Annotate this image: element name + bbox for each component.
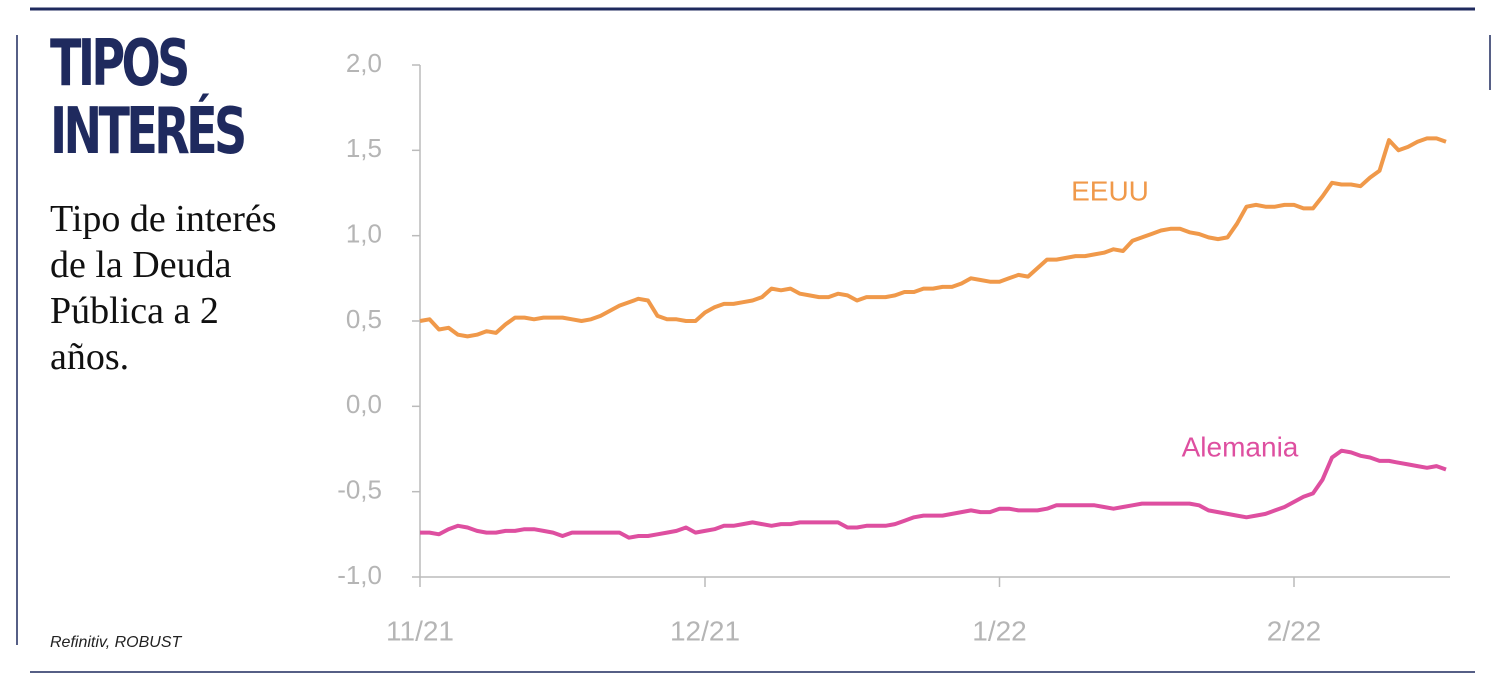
series-line <box>419 136 1447 339</box>
series-label: EEUU <box>1071 175 1149 206</box>
chart-title: TIPOS INTERÉS <box>50 27 247 169</box>
source: Refinitiv, ROBUST <box>50 634 182 651</box>
x-tick-label: 2/22 <box>1267 615 1322 646</box>
y-tick-label: 2,0 <box>346 48 382 78</box>
series-line <box>420 448 1447 540</box>
x-tick-label: 11/21 <box>386 615 454 646</box>
y-tick-label: 1,5 <box>346 133 382 163</box>
x-tick-label: 12/21 <box>670 615 740 646</box>
y-tick-label: -0,5 <box>337 475 382 505</box>
series-label: Alemania <box>1182 431 1299 462</box>
chart-subtitle: Tipo de interés de la Deuda Pública a 2 … <box>50 198 277 378</box>
y-tick-label: 1,0 <box>346 219 382 249</box>
x-tick-label: 1/22 <box>972 615 1027 646</box>
y-tick-label: -1,0 <box>337 560 382 590</box>
y-tick-label: 0,5 <box>346 304 382 334</box>
y-tick-label: 0,0 <box>346 389 382 419</box>
